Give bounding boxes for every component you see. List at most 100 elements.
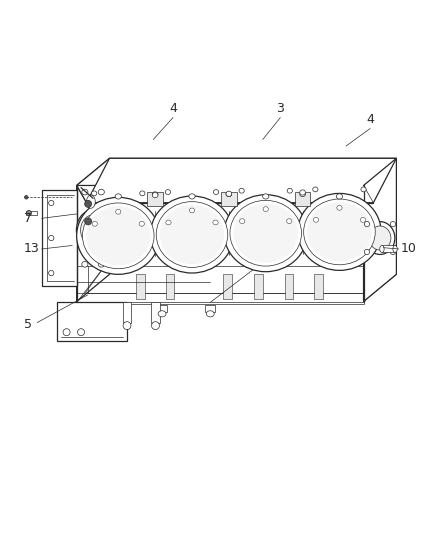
Ellipse shape: [360, 217, 366, 222]
Ellipse shape: [116, 209, 121, 214]
Text: 10: 10: [401, 243, 417, 255]
Ellipse shape: [263, 207, 268, 212]
Ellipse shape: [156, 201, 228, 268]
Ellipse shape: [82, 203, 154, 269]
Ellipse shape: [364, 249, 370, 255]
Polygon shape: [57, 302, 127, 341]
Polygon shape: [147, 192, 163, 206]
Ellipse shape: [115, 194, 121, 199]
Ellipse shape: [336, 194, 343, 199]
Polygon shape: [254, 274, 263, 300]
Polygon shape: [42, 190, 77, 286]
Ellipse shape: [226, 191, 232, 197]
Text: 4: 4: [366, 114, 374, 126]
Ellipse shape: [393, 246, 397, 253]
Polygon shape: [77, 293, 364, 304]
Ellipse shape: [189, 208, 194, 213]
Ellipse shape: [82, 262, 88, 267]
Ellipse shape: [380, 246, 384, 253]
Text: 3: 3: [276, 102, 284, 115]
Polygon shape: [285, 274, 293, 300]
Ellipse shape: [98, 189, 104, 195]
Ellipse shape: [224, 195, 307, 272]
Ellipse shape: [92, 221, 97, 226]
Polygon shape: [123, 302, 131, 324]
Polygon shape: [382, 246, 395, 253]
Ellipse shape: [25, 196, 28, 199]
Polygon shape: [223, 274, 232, 300]
Ellipse shape: [364, 222, 370, 227]
Ellipse shape: [77, 197, 160, 274]
Polygon shape: [205, 305, 215, 312]
Ellipse shape: [287, 188, 293, 193]
Ellipse shape: [239, 188, 244, 193]
Ellipse shape: [152, 192, 158, 197]
Ellipse shape: [92, 191, 97, 196]
Polygon shape: [77, 185, 364, 302]
Polygon shape: [151, 302, 160, 324]
Ellipse shape: [160, 205, 224, 264]
Ellipse shape: [26, 211, 32, 216]
Ellipse shape: [140, 191, 145, 196]
Ellipse shape: [98, 262, 104, 267]
Polygon shape: [136, 274, 145, 300]
Ellipse shape: [300, 190, 305, 195]
Polygon shape: [77, 185, 373, 203]
Polygon shape: [157, 305, 167, 312]
Polygon shape: [221, 192, 237, 206]
Ellipse shape: [86, 195, 95, 208]
Ellipse shape: [298, 193, 381, 270]
Ellipse shape: [365, 222, 395, 254]
Ellipse shape: [390, 222, 396, 227]
Ellipse shape: [307, 203, 372, 262]
Ellipse shape: [304, 199, 375, 265]
Ellipse shape: [49, 270, 54, 276]
Polygon shape: [295, 192, 311, 206]
Ellipse shape: [150, 196, 233, 273]
Ellipse shape: [49, 200, 54, 206]
Ellipse shape: [337, 205, 342, 210]
Ellipse shape: [390, 249, 396, 255]
Ellipse shape: [139, 221, 145, 226]
Ellipse shape: [206, 311, 214, 317]
Ellipse shape: [213, 190, 219, 195]
Polygon shape: [26, 211, 37, 215]
Text: 7: 7: [24, 212, 32, 225]
Polygon shape: [166, 274, 174, 300]
Ellipse shape: [86, 206, 151, 265]
Ellipse shape: [240, 219, 245, 223]
Ellipse shape: [313, 187, 318, 192]
Ellipse shape: [226, 192, 232, 197]
Ellipse shape: [49, 236, 54, 241]
Ellipse shape: [166, 220, 171, 225]
Ellipse shape: [286, 219, 292, 223]
Ellipse shape: [85, 200, 92, 207]
Text: 4: 4: [169, 102, 177, 115]
Ellipse shape: [158, 311, 166, 317]
Ellipse shape: [313, 217, 318, 222]
Ellipse shape: [85, 218, 92, 225]
Ellipse shape: [123, 322, 131, 329]
Ellipse shape: [63, 329, 70, 336]
Text: 5: 5: [24, 318, 32, 331]
Ellipse shape: [233, 204, 298, 263]
Ellipse shape: [369, 226, 391, 250]
Polygon shape: [77, 158, 110, 302]
Ellipse shape: [213, 220, 218, 225]
Ellipse shape: [77, 210, 110, 251]
Ellipse shape: [189, 194, 195, 199]
Ellipse shape: [165, 190, 170, 195]
Polygon shape: [364, 158, 396, 302]
Ellipse shape: [361, 187, 366, 192]
Ellipse shape: [152, 192, 158, 198]
Ellipse shape: [78, 329, 85, 336]
Ellipse shape: [152, 322, 159, 329]
Ellipse shape: [82, 189, 88, 195]
Ellipse shape: [300, 192, 305, 197]
Ellipse shape: [230, 200, 301, 266]
Ellipse shape: [263, 194, 269, 199]
Polygon shape: [86, 158, 396, 203]
Ellipse shape: [81, 215, 106, 245]
Text: 13: 13: [24, 243, 40, 255]
Polygon shape: [77, 158, 396, 185]
